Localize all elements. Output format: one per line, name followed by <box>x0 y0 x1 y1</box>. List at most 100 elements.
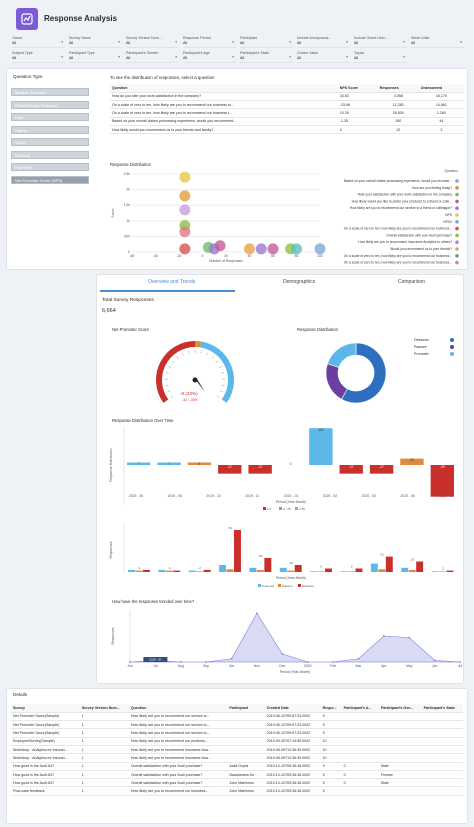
x-tick-label: 2019 - 08 <box>168 494 182 498</box>
legend-swatch <box>295 507 298 510</box>
table-row[interactable]: How good is the Audi A3? 1 Overall satisfa… <box>11 770 463 780</box>
table-row[interactable]: EmployeeSurvey(Sample) 1 How likely are yo… <box>11 737 463 747</box>
question-type-item[interactable]: Date <box>11 113 89 121</box>
table-cell <box>341 728 379 738</box>
filter-7[interactable]: Week Units All ▾ <box>411 36 464 48</box>
filter-10[interactable]: Participant's Gender All ▾ <box>126 51 179 63</box>
chevron-down-icon[interactable]: ▾ <box>289 40 291 44</box>
table-row[interactable]: How good is the Audi A3? 1 Overall satisfa… <box>11 762 463 771</box>
legend-label: Rate your satisfaction with your work sa… <box>358 193 453 197</box>
question-type-item[interactable]: Free Text <box>11 163 89 171</box>
total-responses-label: Total Survey Responses <box>102 298 154 303</box>
table-row[interactable]: Workshop - Analytics for Insuran... 1 How … <box>11 745 463 755</box>
gauge-tick <box>168 366 172 368</box>
waterfall-bar <box>369 465 394 474</box>
bubble-point <box>179 190 191 202</box>
column-header[interactable]: Responses <box>377 84 419 93</box>
filter-3[interactable]: Response Period All ▾ <box>183 36 236 48</box>
question-type-item[interactable]: Ranking <box>11 150 89 159</box>
column-header[interactable]: Question <box>110 84 338 93</box>
bar-value-label: 2 <box>199 566 201 570</box>
bar-value-label: 20 <box>259 554 263 558</box>
table-cell: 0 <box>341 778 379 788</box>
tab-2[interactable]: Comparison <box>398 279 425 285</box>
chevron-down-icon[interactable]: ▾ <box>118 40 120 44</box>
filter-13[interactable]: Choice Value All ▾ <box>297 51 350 63</box>
x-tick-label: Oct <box>229 664 234 668</box>
table-row[interactable]: On a scale of zero to ten, how likely ar… <box>110 108 464 118</box>
table-cell <box>341 712 379 722</box>
chevron-down-icon[interactable]: ▾ <box>61 55 63 59</box>
question-type-item[interactable]: Rating <box>11 125 89 134</box>
gauge-tick <box>206 352 208 356</box>
grouped-bar <box>249 567 257 572</box>
chevron-down-icon[interactable]: ▾ <box>346 40 348 44</box>
filter-5[interactable]: Include Anonymous... All ▾ <box>297 36 350 48</box>
trend-area <box>129 612 461 663</box>
filter-12[interactable]: Participant's State All ▾ <box>240 51 293 63</box>
filter-6[interactable]: Include Guest User... All ▾ <box>354 36 407 48</box>
table-row[interactable]: Net Promoter Score(Sample) 1 How likely ar… <box>11 728 463 738</box>
chevron-down-icon[interactable]: ▾ <box>346 55 348 59</box>
chevron-down-icon[interactable]: ▾ <box>232 40 234 44</box>
filter-label: Response Period <box>183 36 211 40</box>
chevron-down-icon[interactable]: ▾ <box>232 55 234 59</box>
tab-0[interactable]: Overview and Trends <box>148 279 196 285</box>
table-row[interactable]: On a scale of zero to ten, how likely ar… <box>110 100 464 110</box>
tab-1[interactable]: Demographics <box>283 279 316 285</box>
waterfall-bar <box>309 428 333 465</box>
question-type-item[interactable]: Multiple Selection <box>11 88 89 96</box>
table-row[interactable]: Based on your overall claims processing … <box>110 117 464 127</box>
question-type-item[interactable]: Picklist/Single Selection <box>11 100 89 109</box>
bar-value-label: 2 <box>442 567 444 571</box>
table-row[interactable]: Workshop - Analytics for Insuran... 1 How … <box>11 753 463 763</box>
column-header[interactable]: Respo... <box>320 704 342 713</box>
question-type-item[interactable]: Net Promoter Score (NPS) <box>11 175 89 184</box>
table-cell: EmployeeSurvey(Sample) <box>11 737 80 747</box>
filter-value: All <box>240 41 245 45</box>
legend-swatch <box>455 254 459 258</box>
filter-0[interactable]: Owner All ▾ <box>12 36 65 48</box>
chevron-down-icon[interactable]: ▾ <box>403 40 405 44</box>
column-header[interactable]: Participant <box>227 704 265 713</box>
question-type-item[interactable]: Score <box>11 138 89 146</box>
trend-point <box>281 652 284 655</box>
chevron-down-icon[interactable]: ▾ <box>61 40 63 44</box>
table-cell <box>421 737 463 747</box>
filter-1[interactable]: Survey Name All ▾ <box>69 36 122 48</box>
table-row[interactable]: How good is the Audi A3? 1 Overall satisfa… <box>11 778 463 788</box>
column-header[interactable]: Participant's State <box>421 704 463 713</box>
table-row[interactable]: Net Promoter Score(Sample) 1 How likely ar… <box>11 712 463 722</box>
column-header[interactable]: Created Date <box>264 704 321 713</box>
column-header[interactable]: Survey <box>11 704 80 713</box>
grouped-bar <box>416 561 424 572</box>
column-header[interactable]: Survey Version Num... <box>79 704 129 713</box>
chevron-down-icon[interactable]: ▾ <box>118 55 120 59</box>
table-row[interactable]: Post-case feedback 1 How likely are you to… <box>11 786 463 796</box>
table-row[interactable]: How do you rate your work satisfaction i… <box>110 92 464 102</box>
filter-9[interactable]: Participant Type All ▾ <box>69 51 122 63</box>
column-header[interactable]: Unanswered <box>418 84 464 93</box>
table-cell: 0 <box>341 762 379 771</box>
filter-14[interactable]: Topics All ▾ <box>354 51 407 63</box>
column-header[interactable]: Question <box>128 704 228 713</box>
filter-value: All <box>354 41 359 45</box>
column-header[interactable]: Participant's Gen... <box>378 704 422 713</box>
column-header[interactable]: Participant's A... <box>341 704 379 713</box>
filter-2[interactable]: Survey Version Num... All ▾ <box>126 36 179 48</box>
filter-11[interactable]: Participant's Age All ▾ <box>183 51 236 63</box>
chevron-down-icon[interactable]: ▾ <box>460 40 462 44</box>
table-row[interactable]: How likely would you recommend us to you… <box>110 125 464 135</box>
nps-subvalue: -32 / -33% <box>182 398 198 402</box>
filter-4[interactable]: Participant All ▾ <box>240 36 293 48</box>
chevron-down-icon[interactable]: ▾ <box>175 40 177 44</box>
trend-point <box>332 661 334 663</box>
chevron-down-icon[interactable]: ▾ <box>289 55 291 59</box>
chevron-down-icon[interactable]: ▾ <box>175 55 177 59</box>
column-header[interactable]: NPS Score <box>337 84 378 93</box>
chevron-down-icon[interactable]: ▾ <box>403 55 405 59</box>
distribution-prompt: To see the distribution of responses, se… <box>110 75 215 80</box>
nps-title: Net Promoter Score <box>112 327 150 332</box>
filter-8[interactable]: Subject Type All ▾ <box>12 51 65 63</box>
table-row[interactable]: Net Promoter Score(Sample) 1 How likely ar… <box>11 720 463 730</box>
